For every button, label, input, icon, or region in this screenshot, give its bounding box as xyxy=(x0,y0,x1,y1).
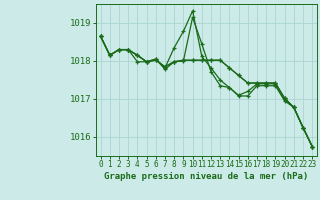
X-axis label: Graphe pression niveau de la mer (hPa): Graphe pression niveau de la mer (hPa) xyxy=(104,172,308,181)
